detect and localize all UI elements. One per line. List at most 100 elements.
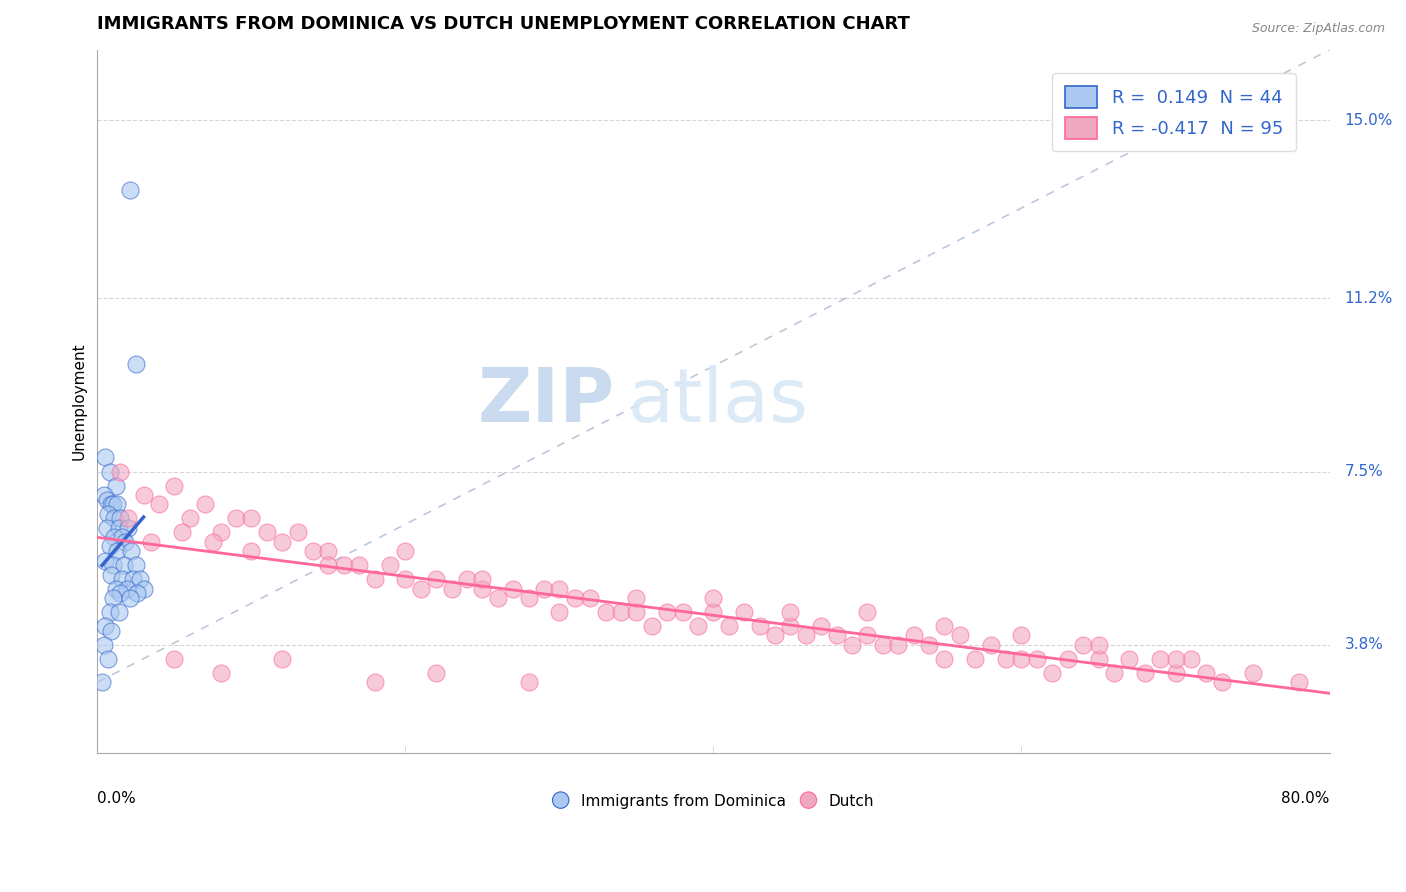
Point xyxy=(841,638,863,652)
Point xyxy=(517,591,540,605)
Text: 11.2%: 11.2% xyxy=(1344,291,1393,306)
Point xyxy=(657,605,679,619)
Point xyxy=(132,488,155,502)
Point xyxy=(1241,665,1264,680)
Point xyxy=(548,605,571,619)
Point xyxy=(110,465,132,479)
Point xyxy=(100,567,122,582)
Text: IMMIGRANTS FROM DOMINICA VS DUTCH UNEMPLOYMENT CORRELATION CHART: IMMIGRANTS FROM DOMINICA VS DUTCH UNEMPL… xyxy=(97,15,910,33)
Point xyxy=(1087,652,1109,666)
Point xyxy=(595,605,617,619)
Point xyxy=(96,492,118,507)
Point xyxy=(533,582,555,596)
Point xyxy=(104,582,127,596)
Point xyxy=(94,553,117,567)
Point xyxy=(93,638,115,652)
Point xyxy=(1071,638,1094,652)
Point xyxy=(96,521,118,535)
Y-axis label: Unemployment: Unemployment xyxy=(72,343,86,460)
Point xyxy=(825,628,848,642)
Point xyxy=(872,638,894,652)
Point xyxy=(111,530,134,544)
Point xyxy=(794,628,817,642)
Point xyxy=(125,357,148,371)
Point xyxy=(1149,652,1171,666)
Point xyxy=(579,591,602,605)
Point xyxy=(471,572,494,586)
Point xyxy=(748,619,770,633)
Point xyxy=(141,534,163,549)
Point xyxy=(1118,652,1140,666)
Text: atlas: atlas xyxy=(627,365,808,438)
Point xyxy=(1087,638,1109,652)
Point xyxy=(97,652,120,666)
Point xyxy=(132,582,155,596)
Point xyxy=(440,582,463,596)
Point xyxy=(686,619,709,633)
Point xyxy=(318,544,340,558)
Point xyxy=(378,558,401,573)
Point xyxy=(425,572,447,586)
Point xyxy=(103,530,125,544)
Point xyxy=(98,465,121,479)
Point xyxy=(1040,665,1063,680)
Point xyxy=(100,497,122,511)
Point xyxy=(117,511,139,525)
Point xyxy=(271,652,294,666)
Point xyxy=(1011,652,1033,666)
Point xyxy=(318,558,340,573)
Point xyxy=(94,450,117,465)
Point xyxy=(302,544,325,558)
Point xyxy=(225,511,247,525)
Point xyxy=(287,525,309,540)
Point xyxy=(105,497,128,511)
Point xyxy=(194,497,217,511)
Point xyxy=(672,605,695,619)
Point xyxy=(626,605,648,619)
Point xyxy=(717,619,740,633)
Point xyxy=(502,582,524,596)
Point xyxy=(209,525,232,540)
Point xyxy=(1211,675,1233,690)
Point xyxy=(163,478,186,492)
Point xyxy=(110,586,132,600)
Point xyxy=(1102,665,1125,680)
Text: 7.5%: 7.5% xyxy=(1344,464,1384,479)
Point xyxy=(256,525,278,540)
Point xyxy=(1056,652,1078,666)
Point xyxy=(170,525,193,540)
Point xyxy=(129,572,152,586)
Point xyxy=(240,544,263,558)
Text: ZIP: ZIP xyxy=(478,365,614,438)
Point xyxy=(1195,665,1218,680)
Point xyxy=(779,605,801,619)
Point xyxy=(949,628,972,642)
Point xyxy=(702,591,724,605)
Point xyxy=(995,652,1018,666)
Point xyxy=(105,544,128,558)
Text: 15.0%: 15.0% xyxy=(1344,112,1393,128)
Point xyxy=(120,544,142,558)
Point xyxy=(1025,652,1047,666)
Point xyxy=(114,534,136,549)
Point xyxy=(118,183,141,197)
Legend: Immigrants from Dominica, Dutch: Immigrants from Dominica, Dutch xyxy=(547,788,880,815)
Text: 80.0%: 80.0% xyxy=(1281,791,1330,806)
Point xyxy=(111,572,134,586)
Point xyxy=(347,558,370,573)
Point xyxy=(333,558,356,573)
Point xyxy=(98,540,121,554)
Point xyxy=(115,582,138,596)
Point xyxy=(97,507,120,521)
Point xyxy=(1288,675,1310,690)
Point xyxy=(1133,665,1156,680)
Point xyxy=(517,675,540,690)
Point xyxy=(934,652,956,666)
Point xyxy=(101,497,124,511)
Point xyxy=(810,619,832,633)
Point xyxy=(100,624,122,638)
Point xyxy=(121,572,143,586)
Point xyxy=(856,605,879,619)
Point xyxy=(1164,665,1187,680)
Point xyxy=(856,628,879,642)
